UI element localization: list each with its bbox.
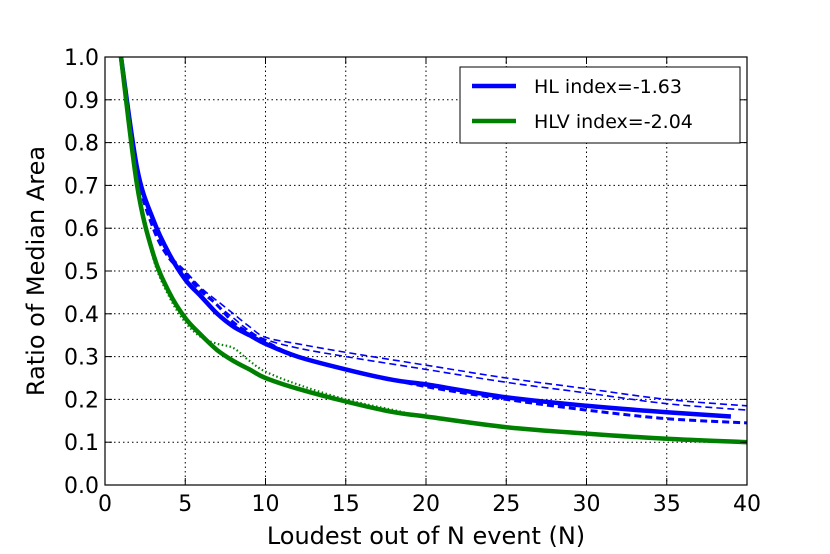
series-line-3 — [119, 56, 748, 425]
axis-ticks: 0 5 10 15 20 25 30 35 40 0.0 0.1 0.2 0.3 0.4 0.5 0.6 0.7… — [64, 46, 761, 517]
x-tick-label: 25 — [492, 492, 520, 517]
x-axis-label: Loudest out of N event (N) — [267, 522, 585, 550]
y-axis-label: Ratio of Median Area — [22, 146, 50, 396]
series-line-1 — [120, 56, 748, 407]
series-line-4 — [118, 56, 748, 445]
y-tick-label: 0.4 — [64, 303, 99, 328]
y-tick-label: 0.6 — [64, 217, 99, 242]
y-tick-label: 0.7 — [64, 174, 99, 199]
series-line-2 — [120, 56, 748, 411]
y-tick-label: 0.0 — [64, 474, 99, 499]
y-tick-label: 0.2 — [64, 388, 99, 413]
y-tick-label: 0.3 — [64, 346, 99, 371]
x-tick-label: 30 — [573, 492, 601, 517]
legend-hl-label: HL index=-1.63 — [534, 76, 682, 98]
x-tick-label: 0 — [98, 492, 112, 517]
series-line-0 — [118, 56, 732, 419]
y-tick-label: 0.5 — [64, 260, 99, 285]
x-tick-label: 20 — [412, 492, 440, 517]
x-tick-label: 5 — [178, 492, 192, 517]
x-tick-label: 35 — [653, 492, 681, 517]
legend: HL index=-1.63 HLV index=-2.04 — [459, 66, 741, 144]
legend-box — [459, 66, 741, 144]
plot-lines — [118, 56, 748, 445]
x-tick-label: 15 — [332, 492, 360, 517]
y-tick-label: 0.1 — [64, 431, 99, 456]
x-tick-label: 10 — [252, 492, 280, 517]
y-tick-label: 0.9 — [64, 89, 99, 114]
y-tick-label: 1.0 — [64, 46, 99, 71]
y-tick-label: 0.8 — [64, 132, 99, 157]
x-tick-label: 40 — [733, 492, 761, 517]
legend-hlv-label: HLV index=-2.04 — [534, 111, 693, 133]
